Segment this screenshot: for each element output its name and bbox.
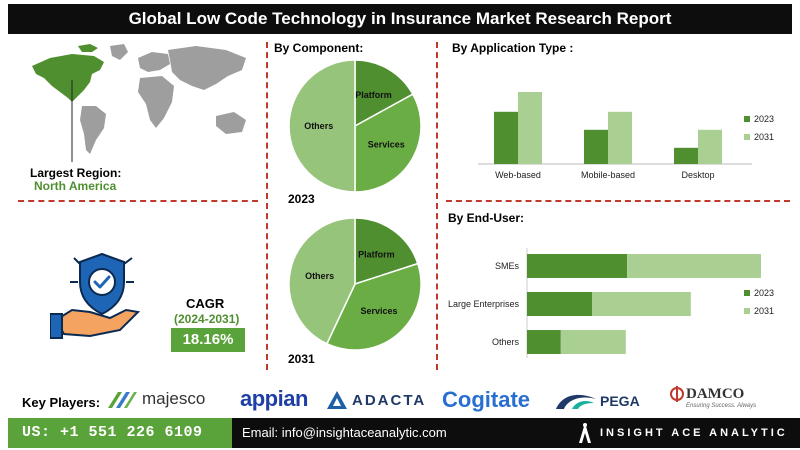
footer-phone: US: +1 551 226 6109 <box>8 418 232 448</box>
pega-name: PEGA <box>600 393 640 409</box>
cagr-value: 18.16% <box>171 328 245 352</box>
majesco-name: majesco <box>142 389 206 408</box>
pie-slice-services <box>354 93 422 193</box>
pie-label-platform: Platform <box>358 250 395 260</box>
pie-label-others: Others <box>304 121 333 131</box>
damco-logo-icon <box>670 386 684 402</box>
category-label: Web-based <box>495 170 541 180</box>
application-bar-chart: Web-based Mobile-based Desktop 2023 2031 <box>478 92 774 180</box>
bar-mobile-based-2031 <box>608 111 632 164</box>
pie-slice-others <box>288 217 356 345</box>
pie-label-services: Services <box>360 306 397 316</box>
component-pie-2023: Platform Services Others <box>288 59 422 193</box>
divider-right <box>436 42 438 370</box>
player-cogitate: Cogitate <box>442 387 530 412</box>
bar-others-2031 <box>560 330 626 354</box>
end-user-section-title: By End-User: <box>448 211 525 225</box>
category-label: Mobile-based <box>581 170 635 180</box>
legend-swatch-2023 <box>744 290 750 296</box>
pie-label-services: Services <box>368 139 405 149</box>
bar-desktop-2031 <box>698 129 722 164</box>
bar-large-enterprises-2023 <box>527 292 592 316</box>
bar-smes-2023 <box>527 254 628 278</box>
pie-label-platform: Platform <box>355 90 392 100</box>
pie-slice-services <box>325 262 422 351</box>
world-map-icon <box>32 44 246 162</box>
insight-ace-logo-icon <box>579 423 591 443</box>
player-pega: PEGA <box>554 391 640 411</box>
legend-label-2023: 2023 <box>754 288 774 298</box>
category-label: Others <box>492 337 520 347</box>
divider-left-horizontal <box>18 200 258 202</box>
cagr-label: CAGR <box>186 296 225 311</box>
bar-mobile-based-2023 <box>584 129 608 164</box>
legend-label-2031: 2031 <box>754 306 774 316</box>
largest-region-label: Largest Region: <box>30 166 122 180</box>
footer-bar <box>232 418 800 448</box>
end-user-bar-chart: SMEs Large Enterprises Others 2023 2031 <box>448 248 774 358</box>
pie-2023-caption: 2023 <box>288 192 315 206</box>
largest-region-value: North America <box>34 179 117 193</box>
bar-smes-2031 <box>627 254 761 278</box>
divider-right-horizontal <box>446 200 790 202</box>
report-title: Global Low Code Technology in Insurance … <box>8 4 792 34</box>
legend-label-2023: 2023 <box>754 114 774 124</box>
player-adacta: ADACTA <box>326 390 426 410</box>
bar-web-based-2031 <box>518 92 542 164</box>
shield-hand-icon <box>50 252 141 339</box>
category-label: SMEs <box>495 261 520 271</box>
damco-name: DAMCO <box>686 385 745 402</box>
footer-email: Email: info@insightaceanalytic.com <box>242 425 447 440</box>
component-section-title: By Component: <box>274 41 364 55</box>
player-appian: appian <box>240 386 308 411</box>
legend-swatch-2031 <box>744 308 750 314</box>
component-pie-2031: Platform Services Others <box>288 217 422 351</box>
bar-web-based-2023 <box>494 111 518 164</box>
adacta-name: ADACTA <box>352 391 427 409</box>
adacta-logo-icon <box>327 391 347 409</box>
player-majesco: majesco <box>106 388 205 410</box>
bar-desktop-2023 <box>674 147 698 164</box>
divider-left <box>266 42 268 370</box>
pie-slice-platform <box>354 59 414 128</box>
legend-label-2031: 2031 <box>754 132 774 142</box>
legend-swatch-2023 <box>744 116 750 122</box>
key-players-label: Key Players: <box>22 395 101 410</box>
application-section-title: By Application Type : <box>452 41 574 55</box>
pie-2031-caption: 2031 <box>288 352 315 366</box>
pie-slice-others <box>288 59 356 193</box>
footer-brand: INSIGHT ACE ANALYTIC <box>600 427 788 439</box>
damco-tagline: Ensuring Success. Always <box>686 403 757 409</box>
legend-swatch-2031 <box>744 134 750 140</box>
category-label: Large Enterprises <box>448 299 520 309</box>
pega-logo-icon <box>556 394 596 409</box>
majesco-logo-icon <box>108 392 137 408</box>
cagr-period: (2024-2031) <box>174 312 240 326</box>
bar-others-2023 <box>527 330 561 354</box>
pie-label-others: Others <box>305 271 334 281</box>
pie-slice-platform <box>354 217 419 286</box>
bar-large-enterprises-2031 <box>592 292 691 316</box>
category-label: Desktop <box>681 170 714 180</box>
player-damco: DAMCO Ensuring Success. Always <box>670 385 756 409</box>
